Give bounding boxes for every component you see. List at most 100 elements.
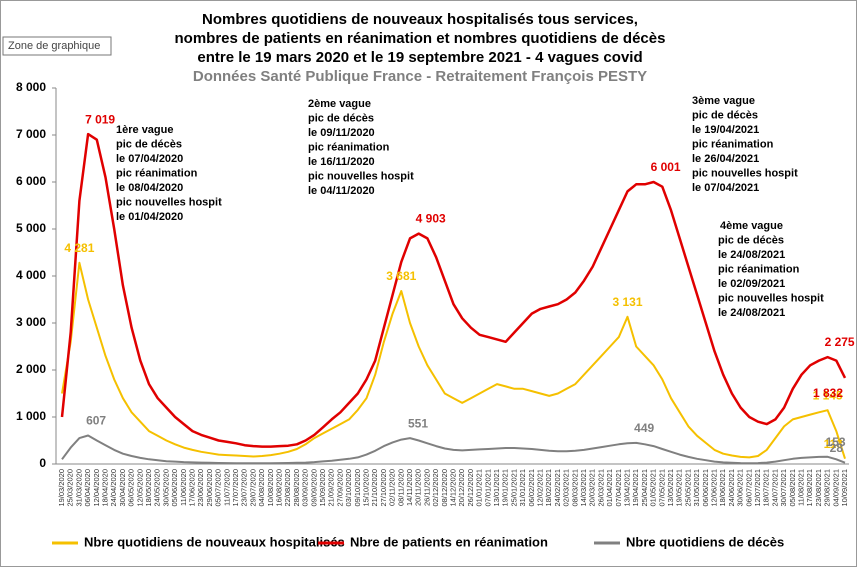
x-tick-label: 07/05/2021: [657, 469, 666, 507]
x-tick-label: 10/08/2020: [266, 469, 275, 507]
x-tick-label: 04/09/2021: [831, 469, 840, 507]
data-label: 7 019: [85, 112, 115, 126]
x-tick-label: 08/03/2021: [570, 469, 579, 507]
x-tick-label: 15/09/2020: [318, 469, 327, 507]
x-tick-label: 19/01/2021: [501, 469, 510, 507]
x-tick-label: 21/10/2020: [370, 469, 379, 507]
x-tick-label: 25/05/2021: [683, 469, 692, 507]
x-tick-label: 17/07/2020: [231, 469, 240, 507]
chart-title: entre le 19 mars 2020 et le 19 septembre…: [197, 49, 642, 66]
chart-subtitle: Données Santé Publique France - Retraite…: [193, 68, 647, 85]
wave-annotation: pic nouvelles hospit: [692, 167, 798, 179]
wave-annotation: le 19/04/2021: [692, 124, 759, 136]
wave-annotation: le 24/08/2021: [718, 249, 785, 261]
x-tick-label: 05/08/2021: [788, 469, 797, 507]
data-label: 1 832: [813, 386, 843, 400]
x-tick-label: 06/02/2021: [527, 469, 536, 507]
x-tick-label: 14/12/2020: [448, 469, 457, 507]
legend-label: Nbre quotidiens de nouveaux hospitalisés: [84, 534, 345, 549]
x-tick-label: 01/04/2021: [605, 469, 614, 507]
x-tick-label: 01/01/2021: [475, 469, 484, 507]
x-tick-label: 24/07/2021: [770, 469, 779, 507]
x-tick-label: 06/06/2021: [701, 469, 710, 507]
wave-annotation: le 26/04/2021: [692, 153, 759, 165]
x-tick-label: 25/03/2020: [66, 469, 75, 507]
x-tick-label: 30/06/2021: [736, 469, 745, 507]
x-tick-label: 12/07/2021: [753, 469, 762, 507]
x-tick-label: 06/04/2020: [83, 469, 92, 507]
y-tick-label: 3 000: [16, 315, 46, 329]
x-tick-label: 05/07/2020: [214, 469, 223, 507]
x-tick-label: 11/06/2020: [179, 469, 188, 506]
x-tick-label: 14/03/2021: [579, 469, 588, 507]
x-tick-label: 15/10/2020: [361, 469, 370, 507]
x-tick-label: 19/05/2021: [675, 469, 684, 507]
x-tick-label: 27/10/2020: [379, 469, 388, 507]
x-tick-label: 29/07/2020: [248, 469, 257, 507]
chart-title: nombres de patients en réanimation et no…: [175, 30, 666, 47]
tooltip: Zone de graphique: [8, 40, 100, 52]
wave-annotation: 4ème vague: [720, 220, 783, 232]
x-tick-label: 11/07/2020: [222, 469, 231, 506]
x-tick-label: 18/05/2020: [144, 469, 153, 507]
wave-annotation: pic réanimation: [308, 141, 390, 153]
x-tick-label: 29/06/2020: [205, 469, 214, 507]
x-tick-label: 18/07/2021: [762, 469, 771, 507]
x-tick-label: 14/11/2020: [405, 469, 414, 506]
series-line: [61, 261, 846, 460]
x-tick-label: 12/04/2020: [92, 469, 101, 507]
wave-annotation: le 07/04/2020: [116, 153, 183, 165]
wave-annotation: pic de décès: [718, 234, 784, 246]
wave-annotation: le 07/04/2021: [692, 182, 759, 194]
x-tick-label: 09/10/2020: [353, 469, 362, 507]
x-tick-label: 12/02/2021: [535, 469, 544, 507]
x-tick-label: 13/04/2021: [622, 469, 631, 507]
data-label: 3 681: [386, 269, 416, 283]
y-tick-label: 1 000: [16, 409, 46, 423]
data-label: 113: [824, 437, 844, 451]
x-tick-label: 23/08/2021: [814, 469, 823, 507]
x-tick-label: 08/11/2020: [396, 469, 405, 506]
x-tick-label: 20/11/2020: [414, 469, 423, 506]
data-label: 3 131: [612, 295, 642, 309]
x-tick-label: 11/08/2021: [796, 469, 805, 506]
x-tick-label: 26/12/2020: [466, 469, 475, 507]
x-tick-label: 28/08/2020: [292, 469, 301, 507]
x-tick-label: 19/04/2021: [631, 469, 640, 507]
wave-annotation: 1ère vague: [116, 124, 173, 136]
wave-annotation: pic réanimation: [718, 263, 800, 275]
x-tick-label: 20/03/2021: [588, 469, 597, 507]
wave-annotation: pic nouvelles hospit: [718, 292, 824, 304]
x-tick-label: 06/07/2021: [744, 469, 753, 507]
x-tick-label: 31/05/2021: [692, 469, 701, 507]
x-tick-label: 27/09/2020: [335, 469, 344, 507]
wave-annotation: le 24/08/2021: [718, 307, 785, 319]
wave-annotation: le 04/11/2020: [308, 185, 375, 197]
x-tick-label: 31/03/2020: [74, 469, 83, 507]
x-tick-label: 02/03/2021: [562, 469, 571, 507]
x-tick-label: 25/04/2021: [640, 469, 649, 507]
wave-annotation: pic réanimation: [116, 167, 198, 179]
x-tick-label: 07/04/2021: [614, 469, 623, 507]
wave-annotation: pic de décès: [692, 109, 758, 121]
x-tick-label: 12/05/2020: [135, 469, 144, 507]
wave-annotation: le 16/11/2020: [308, 156, 375, 168]
x-tick-label: 10/09/2021: [840, 469, 849, 507]
wave-annotation: le 08/04/2020: [116, 182, 183, 194]
x-tick-label: 21/09/2020: [327, 469, 336, 507]
data-label: 449: [634, 421, 654, 435]
x-tick-label: 24/02/2021: [553, 469, 562, 507]
y-tick-label: 6 000: [16, 174, 46, 188]
data-label: 1 145: [813, 388, 843, 402]
wave-annotation: 2ème vague: [308, 98, 371, 110]
y-tick-label: 2 000: [16, 362, 46, 376]
x-tick-label: 09/09/2020: [309, 469, 318, 507]
wave-annotation: le 01/04/2020: [116, 211, 183, 223]
x-tick-label: 17/06/2020: [187, 469, 196, 507]
wave-annotation: pic de décès: [308, 112, 374, 124]
x-tick-label: 05/06/2020: [170, 469, 179, 507]
x-tick-label: 18/02/2021: [544, 469, 553, 507]
x-tick-label: 23/06/2020: [196, 469, 205, 507]
wave-annotation: le 09/11/2020: [308, 127, 375, 139]
x-tick-label: 19/03/2020: [57, 469, 66, 507]
